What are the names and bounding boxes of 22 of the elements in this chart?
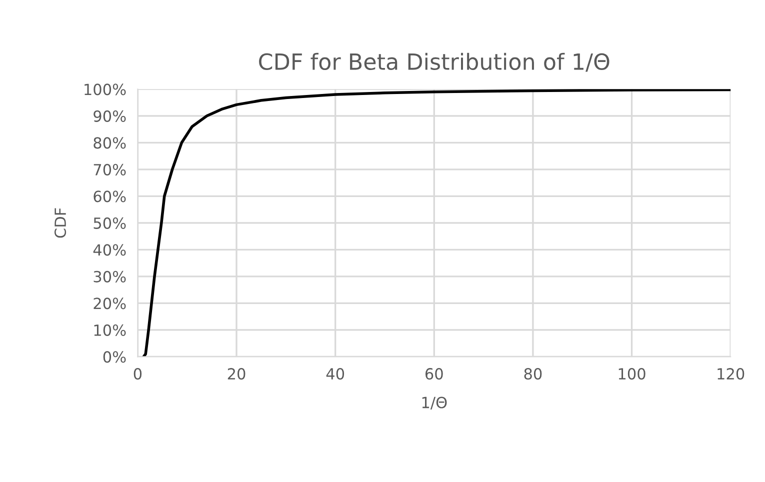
y-tick-label: 70% <box>94 164 126 176</box>
x-axis-title: 1/Θ <box>422 396 447 410</box>
y-tick-label: 100% <box>84 84 126 96</box>
x-tick-label: 100 <box>618 368 646 380</box>
x-tick-label: 60 <box>425 368 443 380</box>
chart-title: CDF for Beta Distribution of 1/Θ <box>259 52 610 72</box>
y-tick-label: 60% <box>94 190 126 202</box>
y-tick-label: 10% <box>94 324 126 336</box>
x-tick-label: 20 <box>228 368 246 380</box>
line-series <box>142 89 731 357</box>
y-tick-label: 80% <box>94 137 126 149</box>
x-tick-label: 80 <box>524 368 542 380</box>
y-tick-label: 50% <box>94 217 126 229</box>
y-tick-label: 40% <box>93 244 126 256</box>
y-tick-label: 90% <box>94 110 126 122</box>
x-tick-label: 0 <box>134 368 142 380</box>
x-tick-label: 40 <box>326 368 344 380</box>
x-tick-label: 120 <box>718 368 744 380</box>
y-axis-title: CDF <box>54 208 66 238</box>
y-tick-label: 30% <box>94 270 126 282</box>
y-tick-label: 0% <box>103 351 126 363</box>
y-tick-label: 20% <box>94 298 126 310</box>
